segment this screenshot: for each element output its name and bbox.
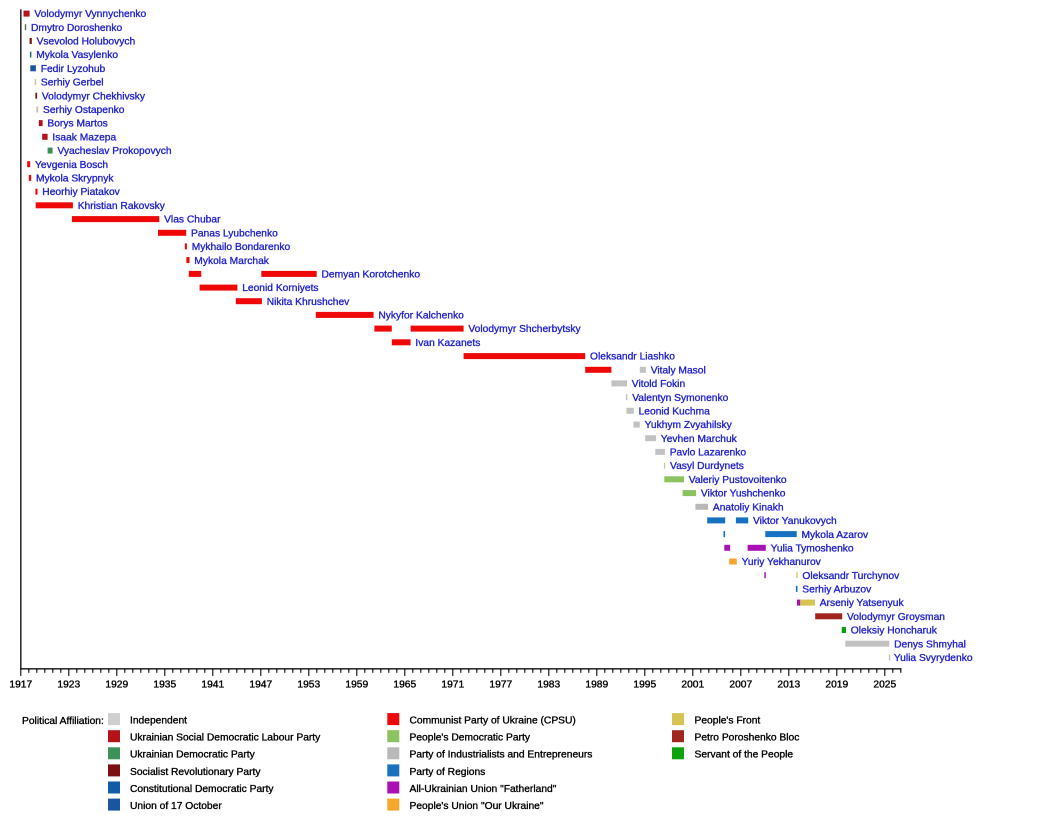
svg-text:1953: 1953	[297, 679, 320, 690]
svg-text:Serhiy Gerbel: Serhiy Gerbel	[41, 78, 104, 89]
svg-text:Isaak Mazepa: Isaak Mazepa	[52, 132, 116, 143]
svg-text:1977: 1977	[489, 679, 512, 690]
svg-text:Arseniy Yatsenyuk: Arseniy Yatsenyuk	[820, 598, 905, 609]
svg-text:Yevhen Marchuk: Yevhen Marchuk	[661, 434, 738, 445]
svg-text:Party of Industrialists and En: Party of Industrialists and Entrepreneur…	[410, 750, 593, 761]
svg-text:1971: 1971	[441, 679, 464, 690]
svg-text:Mykhailo Bondarenko: Mykhailo Bondarenko	[192, 242, 291, 253]
svg-text:Mykola Skrypnyk: Mykola Skrypnyk	[36, 174, 114, 185]
svg-text:Mykola Vasylenko: Mykola Vasylenko	[36, 50, 118, 61]
svg-text:2013: 2013	[777, 679, 800, 690]
svg-text:Yevgenia Bosch: Yevgenia Bosch	[35, 160, 108, 171]
svg-text:Mykola Azarov: Mykola Azarov	[802, 530, 870, 541]
svg-text:Yulia Svyrydenko: Yulia Svyrydenko	[894, 653, 973, 664]
svg-text:Vsevolod Holubovych: Vsevolod Holubovych	[37, 37, 136, 48]
svg-text:People's Front: People's Front	[695, 716, 761, 727]
svg-text:Denys Shmyhal: Denys Shmyhal	[894, 639, 966, 650]
svg-text:Oleksandr Liashko: Oleksandr Liashko	[590, 352, 675, 363]
svg-text:Ivan Kazanets: Ivan Kazanets	[415, 338, 480, 349]
svg-text:Vasyl Durdynets: Vasyl Durdynets	[670, 461, 744, 472]
svg-text:Constitutional Democratic Part: Constitutional Democratic Party	[130, 784, 274, 795]
svg-text:Socialist Revolutionary Party: Socialist Revolutionary Party	[130, 767, 261, 778]
svg-text:Vyacheslav Prokopovych: Vyacheslav Prokopovych	[57, 146, 171, 157]
svg-text:Yuriy Yekhanurov: Yuriy Yekhanurov	[742, 557, 822, 568]
svg-text:Valeriy Pustovoitenko: Valeriy Pustovoitenko	[689, 475, 787, 486]
svg-text:Servant of the People: Servant of the People	[695, 750, 794, 761]
svg-text:Vitaly Masol: Vitaly Masol	[651, 365, 706, 376]
svg-text:Yulia Tymoshenko: Yulia Tymoshenko	[771, 543, 854, 554]
svg-text:2001: 2001	[681, 679, 704, 690]
svg-text:Pavlo Lazarenko: Pavlo Lazarenko	[670, 448, 747, 459]
svg-text:Viktor Yushchenko: Viktor Yushchenko	[701, 489, 786, 500]
svg-text:Fedir Lyzohub: Fedir Lyzohub	[41, 64, 106, 75]
svg-text:Borys Martos: Borys Martos	[47, 119, 107, 130]
svg-text:Ukrainian Democratic Party: Ukrainian Democratic Party	[130, 750, 256, 761]
svg-text:People's Union "Our Ukraine": People's Union "Our Ukraine"	[410, 801, 544, 812]
svg-text:Panas Lyubchenko: Panas Lyubchenko	[191, 228, 278, 239]
svg-text:Oleksandr Turchynov: Oleksandr Turchynov	[802, 571, 900, 582]
svg-text:2019: 2019	[825, 679, 848, 690]
svg-text:Volodymyr Chekhivsky: Volodymyr Chekhivsky	[42, 91, 146, 102]
svg-text:Nykyfor Kalchenko: Nykyfor Kalchenko	[378, 311, 464, 322]
svg-text:Independent: Independent	[130, 716, 187, 727]
svg-text:1965: 1965	[393, 679, 416, 690]
svg-text:Nikita Khrushchev: Nikita Khrushchev	[267, 297, 350, 308]
svg-text:Oleksiy Honcharuk: Oleksiy Honcharuk	[851, 626, 938, 637]
svg-text:Viktor Yanukovych: Viktor Yanukovych	[753, 516, 837, 527]
svg-text:Political Affiliation:: Political Affiliation:	[22, 716, 104, 727]
svg-text:Volodymyr Vynnychenko: Volodymyr Vynnychenko	[34, 9, 146, 20]
svg-text:Petro Poroshenko Bloc: Petro Poroshenko Bloc	[695, 733, 800, 744]
svg-text:Demyan Korotchenko: Demyan Korotchenko	[322, 270, 421, 281]
svg-text:Volodymyr Groysman: Volodymyr Groysman	[847, 612, 945, 623]
svg-text:Valentyn Symonenko: Valentyn Symonenko	[632, 393, 728, 404]
svg-text:Vlas Chubar: Vlas Chubar	[164, 215, 221, 226]
svg-text:2007: 2007	[729, 679, 752, 690]
svg-text:1947: 1947	[249, 679, 272, 690]
svg-text:Yukhym Zvyahilsky: Yukhym Zvyahilsky	[645, 420, 733, 431]
svg-text:Leonid Korniyets: Leonid Korniyets	[242, 283, 318, 294]
svg-text:Serhiy Ostapenko: Serhiy Ostapenko	[43, 105, 125, 116]
svg-text:1929: 1929	[105, 679, 128, 690]
svg-text:Anatoliy Kinakh: Anatoliy Kinakh	[713, 502, 784, 513]
svg-text:Khristian Rakovsky: Khristian Rakovsky	[78, 201, 166, 212]
svg-text:1941: 1941	[201, 679, 224, 690]
svg-text:Volodymyr Shcherbytsky: Volodymyr Shcherbytsky	[468, 324, 581, 335]
svg-text:Leonid Kuchma: Leonid Kuchma	[639, 406, 711, 417]
svg-text:Dmytro Doroshenko: Dmytro Doroshenko	[31, 23, 122, 34]
svg-text:1959: 1959	[345, 679, 368, 690]
svg-text:All-Ukrainian Union "Fatherlan: All-Ukrainian Union "Fatherland"	[410, 784, 557, 795]
svg-text:1923: 1923	[57, 679, 80, 690]
svg-text:1935: 1935	[153, 679, 176, 690]
svg-text:1983: 1983	[537, 679, 560, 690]
svg-text:2025: 2025	[873, 679, 896, 690]
svg-text:Ukrainian Social Democratic La: Ukrainian Social Democratic Labour Party	[130, 733, 321, 744]
svg-text:1995: 1995	[633, 679, 656, 690]
svg-text:Heorhiy Piatakov: Heorhiy Piatakov	[42, 187, 120, 198]
svg-text:People's Democratic Party: People's Democratic Party	[410, 733, 531, 744]
svg-text:1917: 1917	[9, 679, 32, 690]
svg-text:Mykola Marchak: Mykola Marchak	[194, 256, 269, 267]
svg-text:Party of Regions: Party of Regions	[410, 767, 486, 778]
svg-text:Communist Party of Ukraine (CP: Communist Party of Ukraine (CPSU)	[410, 716, 576, 727]
svg-text:Serhiy Arbuzov: Serhiy Arbuzov	[802, 585, 872, 596]
svg-text:1989: 1989	[585, 679, 608, 690]
svg-text:Union of 17 October: Union of 17 October	[130, 801, 222, 812]
svg-text:Vitold Fokin: Vitold Fokin	[632, 379, 686, 390]
